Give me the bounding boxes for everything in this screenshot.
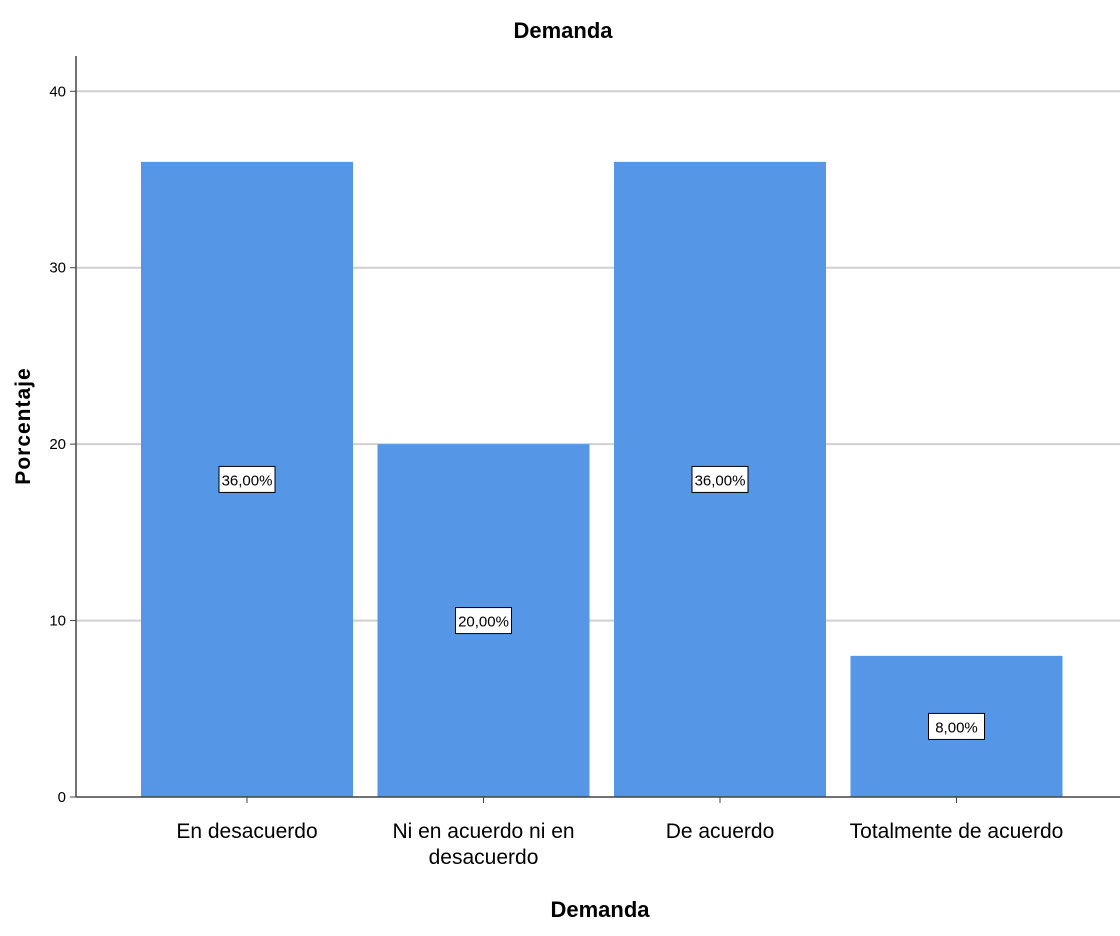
data-label: 36,00% [695, 472, 746, 489]
data-label: 8,00% [935, 719, 978, 736]
data-labels: 36,00% 20,00% 36,00% 8,00% [218, 465, 985, 740]
x-axis-label: Demanda [550, 897, 650, 922]
tick-labels: 0 10 20 30 40 En desacuerdo Ni en acuerdo ni e… [49, 83, 1063, 869]
data-label: 36,00% [222, 472, 273, 489]
x-tick-label: De acuerdo [666, 820, 775, 843]
x-tick-label: Ni en acuerdo ni en [392, 820, 574, 843]
y-tick-label: 0 [58, 789, 66, 806]
axes [70, 56, 1120, 803]
data-label-box [691, 465, 749, 493]
y-tick-label: 40 [49, 83, 66, 100]
y-tick-label: 30 [49, 260, 66, 277]
data-label-box [455, 607, 512, 635]
bars [141, 161, 1063, 797]
x-tick-label: Totalmente de acuerdo [850, 820, 1064, 843]
x-tick-label: desacuerdo [429, 846, 539, 869]
y-axis-label: Porcentaje [12, 367, 35, 484]
data-label: 20,00% [458, 614, 509, 631]
y-tick-label: 20 [49, 436, 66, 453]
chart-title: Demanda [513, 18, 613, 43]
data-label-box [218, 465, 276, 493]
data-label-box [928, 712, 985, 740]
x-tick-label: En desacuerdo [176, 820, 317, 843]
y-tick-label: 10 [49, 613, 66, 630]
